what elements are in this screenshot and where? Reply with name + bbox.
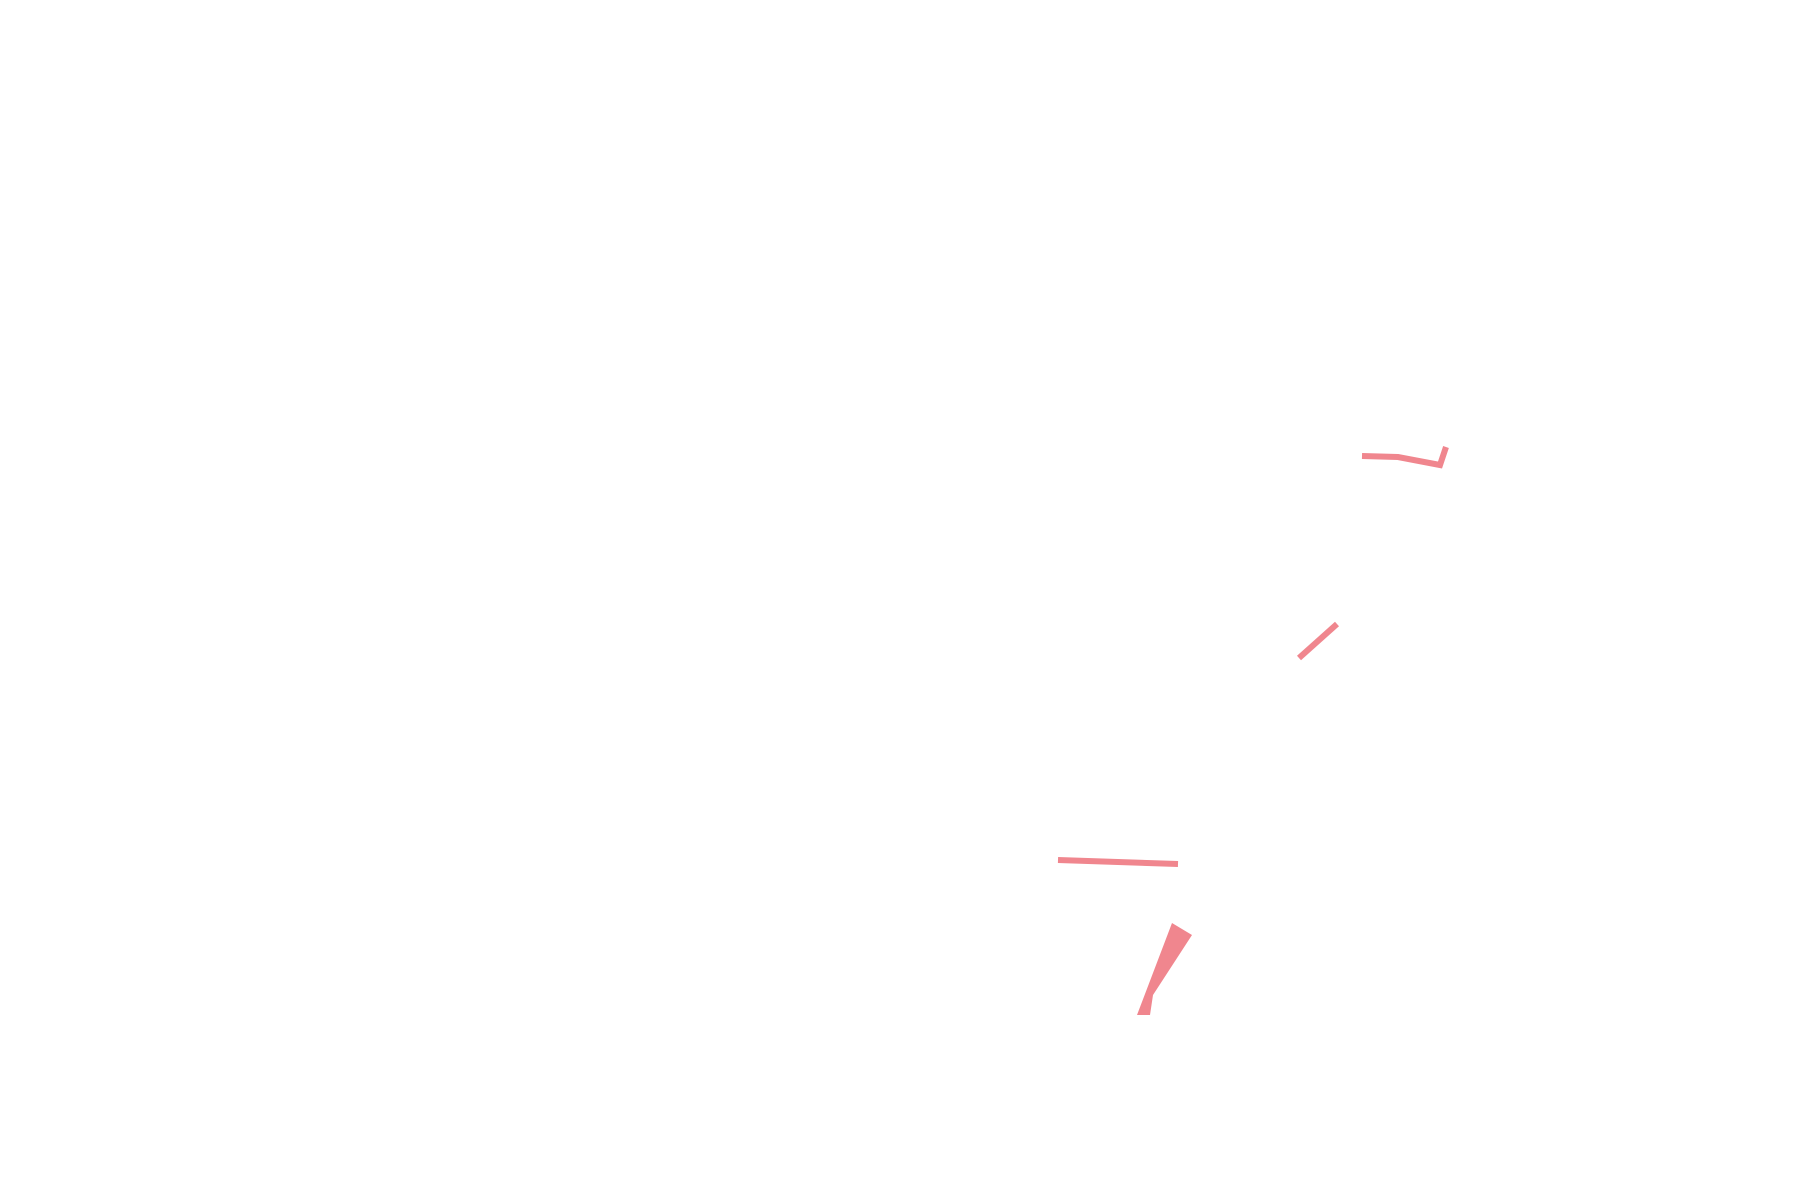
pink-shape <box>1137 923 1192 1015</box>
pink-stroke <box>1296 621 1340 661</box>
pink-stroke <box>1361 446 1449 469</box>
pink-stroke <box>1057 857 1179 867</box>
